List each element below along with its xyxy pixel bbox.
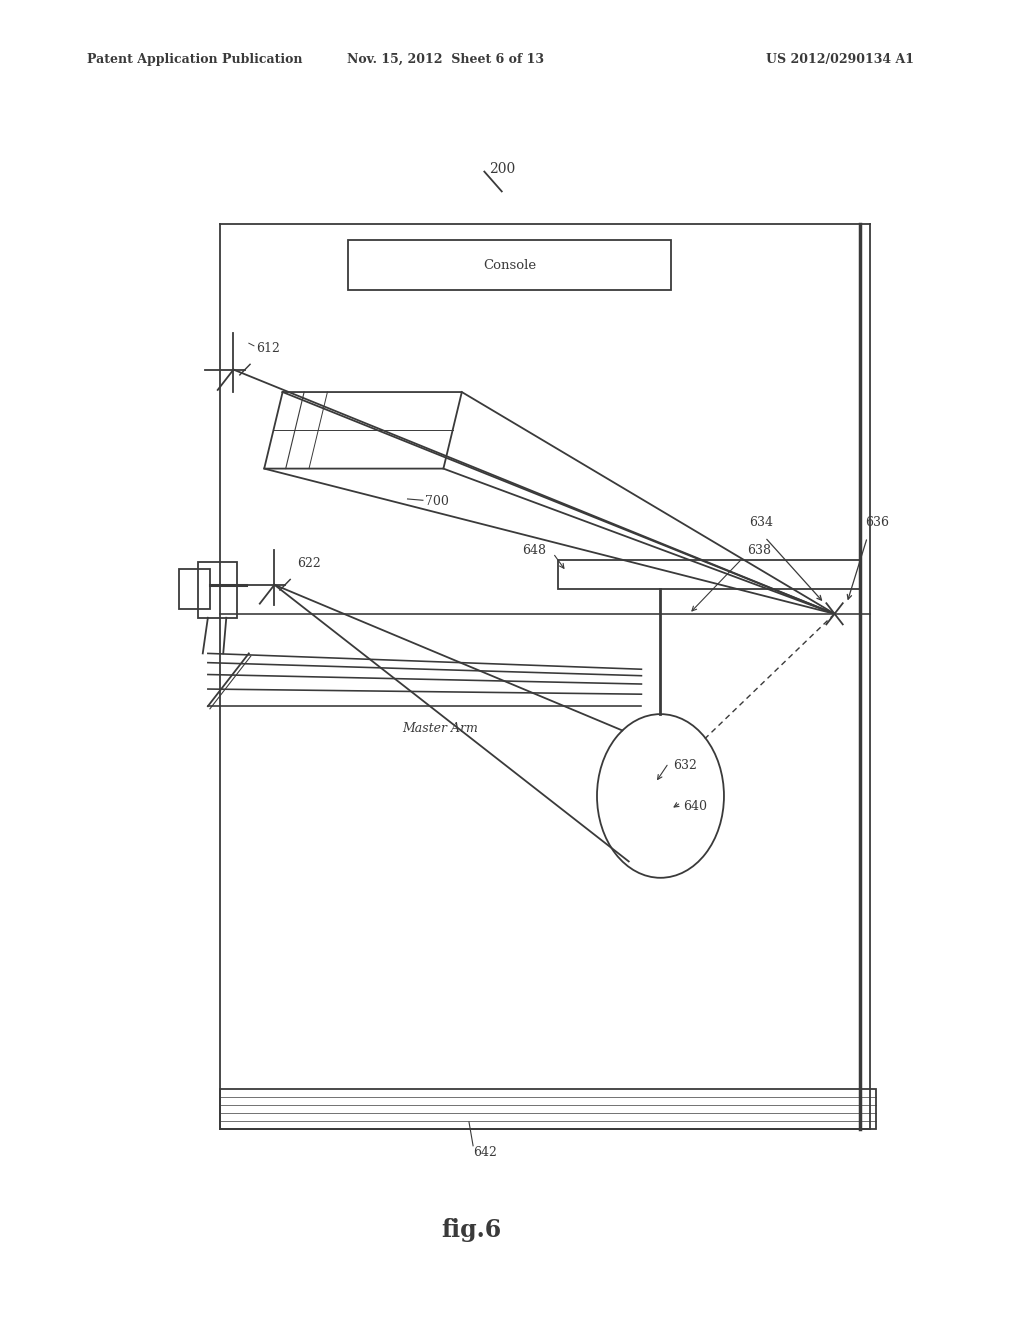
- Bar: [179, 569, 210, 609]
- Text: fig.6: fig.6: [441, 1218, 501, 1242]
- Text: 636: 636: [865, 516, 889, 529]
- Text: 700: 700: [425, 495, 449, 508]
- Bar: [348, 240, 671, 290]
- Text: 622: 622: [297, 557, 321, 570]
- Bar: [558, 560, 860, 589]
- Bar: [220, 1089, 876, 1129]
- Text: 640: 640: [683, 800, 707, 813]
- Text: Nov. 15, 2012  Sheet 6 of 13: Nov. 15, 2012 Sheet 6 of 13: [347, 53, 544, 66]
- Text: Master Arm: Master Arm: [402, 722, 478, 735]
- Text: 648: 648: [522, 544, 546, 557]
- Text: 200: 200: [489, 162, 516, 176]
- Text: 642: 642: [473, 1146, 497, 1159]
- Text: 638: 638: [748, 544, 771, 557]
- Text: US 2012/0290134 A1: US 2012/0290134 A1: [766, 53, 913, 66]
- Text: Console: Console: [483, 259, 536, 272]
- Text: 632: 632: [673, 759, 696, 772]
- Bar: [198, 562, 237, 618]
- Text: 612: 612: [256, 342, 280, 355]
- Text: Patent Application Publication: Patent Application Publication: [87, 53, 302, 66]
- Text: 634: 634: [749, 516, 773, 529]
